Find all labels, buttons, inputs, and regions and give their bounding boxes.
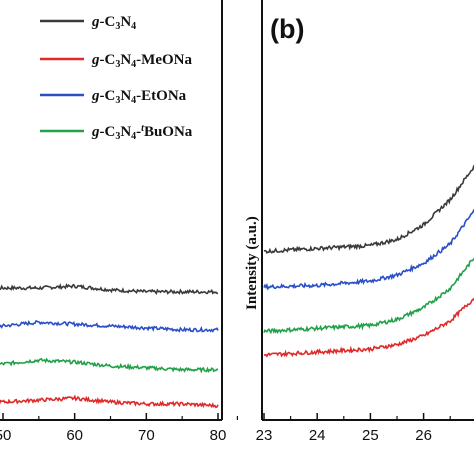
panel-a-tick-label: 50 (0, 427, 11, 444)
panel-b-tick-label: 24 (309, 427, 326, 444)
legend-item-4: g-C3N4-tBuONa (40, 123, 193, 142)
legend-label: g-C3N4-MeONa (91, 52, 192, 70)
panel-a-tick-label: 80 (210, 427, 227, 444)
panel-b-ticks: 23 24 25 26 (236, 413, 451, 444)
panel-a-tick-label: 70 (138, 427, 155, 444)
panel-b-series-4 (263, 297, 474, 358)
panel-b-label: (b) (270, 14, 304, 44)
panel-b-tick-label: 23 (256, 427, 273, 444)
legend-label: g-C3N4-EtONa (91, 88, 187, 106)
panel-a-series-3 (0, 357, 219, 374)
panel-a-series-1 (0, 283, 219, 295)
legend-item-2: g-C3N4-MeONa (40, 52, 192, 70)
panel-a-series-4 (0, 394, 219, 409)
legend-label: g-C3N4 (91, 14, 136, 32)
legend-item-3: g-C3N4-EtONa (40, 88, 187, 106)
panel-b-series (263, 164, 474, 358)
panel-b: 23 24 25 26 (b) Intensity (a.u.) (236, 0, 474, 444)
panel-a-series (0, 283, 219, 409)
panel-b-tick-label: 26 (415, 427, 432, 444)
panel-a-ticks: 50 60 70 80 (0, 413, 226, 444)
panel-b-tick-label: 25 (362, 427, 379, 444)
panel-a-series-2 (0, 319, 219, 333)
panel-a-legend: g-C3N4 g-C3N4-MeONa g-C3N4-EtONa g-C3N4-tBu… (40, 14, 193, 142)
legend-label: g-C3N4-tBuONa (91, 123, 193, 142)
panel-a: 50607080 g-C3N4g-C3N4-MeONag-C3N4-EtONag… (0, 0, 226, 444)
panel-b-series-2 (263, 208, 474, 291)
panel-b-series-1 (263, 164, 474, 255)
legend-item-1: g-C3N4 (40, 14, 136, 32)
panel-b-series-3 (263, 257, 474, 335)
panel-a-tick-label: 60 (66, 427, 83, 444)
panel-b-y-axis-label: Intensity (a.u.) (244, 216, 260, 310)
